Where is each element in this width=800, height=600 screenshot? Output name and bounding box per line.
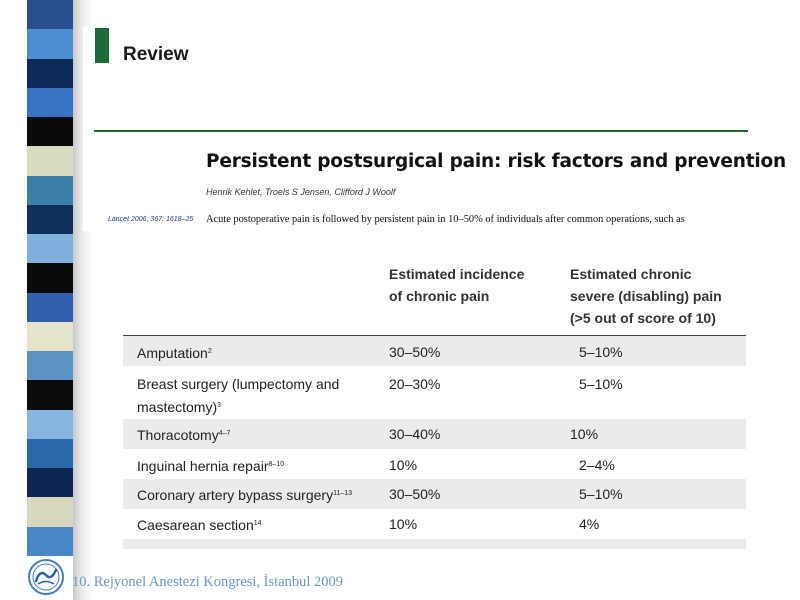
strip-block [27, 146, 73, 177]
severe-cell: 5–10% [579, 486, 623, 502]
incidence-cell: 30–40% [389, 426, 441, 442]
paper-header-snippet: Review Persistent postsurgical pain: ris… [83, 27, 786, 231]
procedure-name: Caesarean section [137, 517, 254, 533]
paper-authors: Henrik Kehlet, Troels S Jensen, Clifford… [206, 187, 396, 197]
header-severe-line: Estimated chronic [570, 266, 692, 282]
strip-block [27, 321, 73, 352]
strip-block [27, 497, 73, 528]
header-divider [123, 335, 746, 336]
table-header: Estimated incidence of chronic pain Esti… [123, 249, 746, 335]
table-row: Breast surgery (lumpectomy and mastectom… [123, 366, 746, 419]
strip-block [27, 175, 73, 206]
table-row: Coronary artery bypass surgery11–13 30–5… [123, 479, 746, 509]
severe-cell: 5–10% [579, 376, 623, 392]
strip-block [27, 0, 73, 30]
table-row: Caesarean section14 10% 4% [123, 509, 746, 539]
strip-block [27, 29, 73, 59]
severe-cell: 4% [579, 516, 600, 532]
strip-block [27, 438, 73, 469]
strip-block [27, 263, 73, 294]
incidence-cell: 30–50% [389, 486, 441, 502]
strip-block [27, 204, 73, 235]
reference-superscript: 14 [253, 520, 262, 527]
procedure-name: Amputation [137, 345, 208, 361]
incidence-cell: 10% [389, 516, 418, 532]
reference-superscript: 11–13 [333, 490, 353, 497]
paper-abstract-line: Acute postoperative pain is followed by … [206, 214, 685, 225]
table-row: Inguinal hernia repair8–10 10% 2–4% [123, 449, 746, 479]
reference-superscript: 3 [217, 402, 222, 409]
procedure-cell: Coronary artery bypass surgery11–13 [137, 483, 352, 506]
severe-cell: 2–4% [579, 457, 615, 473]
header-severe-line: (>5 out of score of 10) [570, 310, 716, 326]
footer-congress-text: 10. Rejyonel Anestezi Kongresi, İstanbul… [72, 574, 344, 590]
paper-title: Persistent postsurgical pain: risk facto… [206, 151, 786, 172]
strip-block [27, 526, 73, 557]
table-row: Amputation2 30–50% 5–10% [123, 336, 746, 366]
incidence-cell: 30–50% [389, 344, 441, 360]
procedure-cell: Thoracotomy4–7 [137, 423, 230, 446]
strip-block [27, 468, 73, 498]
procedure-cell: Inguinal hernia repair8–10 [137, 454, 284, 477]
section-label: Review [123, 44, 189, 65]
strip-block [27, 117, 73, 147]
header-severe: Estimated chronic severe (disabling) pai… [570, 263, 722, 329]
procedure-name: mastectomy) [137, 399, 218, 415]
header-incidence-line: Estimated incidence [389, 266, 525, 282]
incidence-cell: 10% [389, 457, 418, 473]
header-incidence-line: of chronic pain [389, 288, 490, 304]
strip-block [27, 351, 73, 381]
reference-superscript: 4–7 [218, 430, 231, 437]
reference-superscript: 8–10 [268, 461, 285, 468]
decorative-side-strip [27, 0, 73, 557]
table-row: Thoracotomy4–7 30–40% 10% [123, 419, 746, 449]
procedure-cell: Caesarean section14 [137, 513, 262, 536]
strip-block [27, 87, 73, 118]
severe-cell: 10% [570, 426, 599, 442]
strip-block [27, 292, 73, 323]
header-incidence: Estimated incidence of chronic pain [389, 263, 524, 307]
chronic-pain-table: Estimated incidence of chronic pain Esti… [123, 249, 746, 549]
strip-block [27, 58, 73, 89]
strip-block [27, 380, 73, 411]
review-section-marker [95, 28, 109, 63]
table-bottom-band [123, 539, 746, 549]
strip-block [27, 234, 73, 264]
paper-citation: Lancet 2006; 367: 1618–25 [108, 216, 194, 223]
procedure-cell: Amputation2 [137, 341, 212, 364]
procedure-name: Coronary artery bypass surgery [137, 487, 334, 503]
reference-superscript: 2 [207, 348, 212, 355]
header-rule [94, 130, 748, 132]
congress-logo-icon [24, 557, 68, 597]
severe-cell: 5–10% [579, 344, 623, 360]
procedure-cell: Breast surgery (lumpectomy and mastectom… [137, 373, 339, 418]
header-severe-line: severe (disabling) pain [570, 288, 722, 304]
procedure-name: Breast surgery (lumpectomy and [137, 376, 340, 392]
procedure-name: Thoracotomy [137, 427, 219, 443]
strip-block [27, 409, 73, 440]
incidence-cell: 20–30% [389, 376, 441, 392]
procedure-name: Inguinal hernia repair [137, 458, 269, 474]
